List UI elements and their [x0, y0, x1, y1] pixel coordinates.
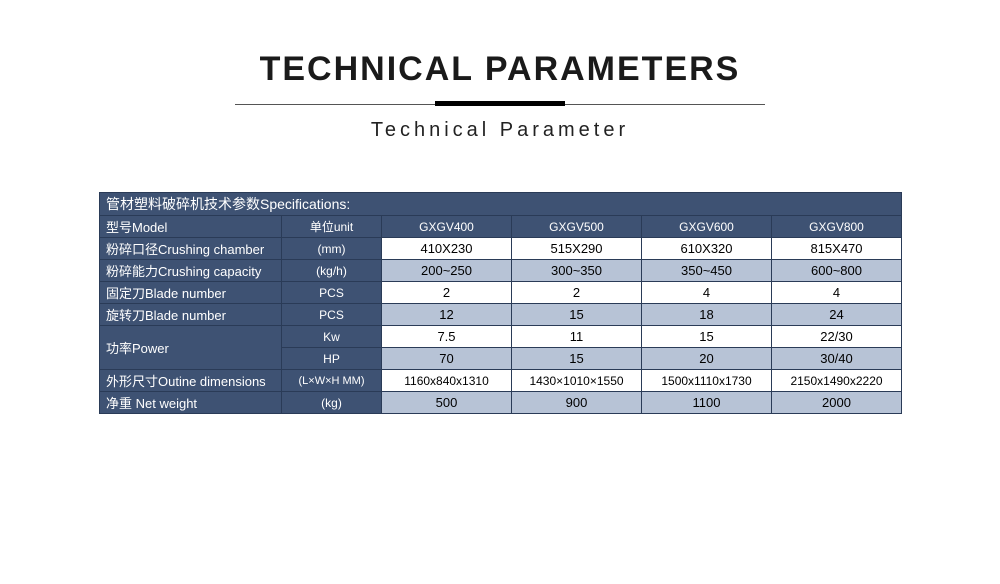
model-1: GXGV500 — [512, 216, 642, 238]
page-title: TECHNICAL PARAMETERS — [0, 50, 1000, 89]
cell: 350~450 — [642, 260, 772, 282]
cell: 2150x1490x2220 — [772, 370, 902, 392]
table-row: 旋转刀Blade number PCS 12 15 18 24 — [100, 304, 902, 326]
row-label: 固定刀Blade number — [100, 282, 282, 304]
model-0: GXGV400 — [382, 216, 512, 238]
cell: 15 — [512, 348, 642, 370]
cell: 11 — [512, 326, 642, 348]
cell: 600~800 — [772, 260, 902, 282]
cell: 200~250 — [382, 260, 512, 282]
cell: 1430×1010×1550 — [512, 370, 642, 392]
cell: 900 — [512, 392, 642, 414]
model-row: 型号Model 单位unit GXGV400 GXGV500 GXGV600 G… — [100, 216, 902, 238]
spec-header-row: 管材塑料破碎机技术参数Specifications: — [100, 193, 902, 216]
page-subtitle: Technical Parameter — [0, 119, 1000, 142]
power-unit-1: Kw — [282, 326, 382, 348]
weight-unit: (kg) — [282, 392, 382, 414]
model-2: GXGV600 — [642, 216, 772, 238]
cell: 24 — [772, 304, 902, 326]
spec-header: 管材塑料破碎机技术参数Specifications: — [100, 193, 902, 216]
cell: 20 — [642, 348, 772, 370]
dims-row: 外形尺寸Outine dimensions (L×W×H MM) 1160x84… — [100, 370, 902, 392]
title-block: TECHNICAL PARAMETERS Technical Parameter — [0, 50, 1000, 142]
cell: 410X230 — [382, 238, 512, 260]
cell: 2 — [512, 282, 642, 304]
cell: 4 — [772, 282, 902, 304]
row-unit: PCS — [282, 304, 382, 326]
cell: 2000 — [772, 392, 902, 414]
table-row: 粉碎口径Crushing chamber (mm) 410X230 515X29… — [100, 238, 902, 260]
dims-unit: (L×W×H MM) — [282, 370, 382, 392]
cell: 18 — [642, 304, 772, 326]
dims-label: 外形尺寸Outine dimensions — [100, 370, 282, 392]
cell: 12 — [382, 304, 512, 326]
cell: 22/30 — [772, 326, 902, 348]
power-label: 功率Power — [100, 326, 282, 370]
row-label: 粉碎口径Crushing chamber — [100, 238, 282, 260]
unit-header: 单位unit — [282, 216, 382, 238]
cell: 815X470 — [772, 238, 902, 260]
row-label: 旋转刀Blade number — [100, 304, 282, 326]
power-row-1: 功率Power Kw 7.5 11 15 22/30 — [100, 326, 902, 348]
model-3: GXGV800 — [772, 216, 902, 238]
cell: 15 — [512, 304, 642, 326]
table-row: 粉碎能力Crushing capacity (kg/h) 200~250 300… — [100, 260, 902, 282]
weight-row: 净重 Net weight (kg) 500 900 1100 2000 — [100, 392, 902, 414]
cell: 7.5 — [382, 326, 512, 348]
cell: 30/40 — [772, 348, 902, 370]
spec-table-wrap: 管材塑料破碎机技术参数Specifications: 型号Model 单位uni… — [99, 192, 901, 414]
row-label: 粉碎能力Crushing capacity — [100, 260, 282, 282]
row-unit: PCS — [282, 282, 382, 304]
spec-table: 管材塑料破碎机技术参数Specifications: 型号Model 单位uni… — [99, 192, 902, 414]
cell: 515X290 — [512, 238, 642, 260]
table-row: 固定刀Blade number PCS 2 2 4 4 — [100, 282, 902, 304]
cell: 15 — [642, 326, 772, 348]
title-underline — [235, 99, 765, 105]
cell: 500 — [382, 392, 512, 414]
label-model: 型号Model — [100, 216, 282, 238]
cell: 610X320 — [642, 238, 772, 260]
cell: 1500x1110x1730 — [642, 370, 772, 392]
cell: 300~350 — [512, 260, 642, 282]
power-unit-2: HP — [282, 348, 382, 370]
cell: 1100 — [642, 392, 772, 414]
cell: 70 — [382, 348, 512, 370]
row-unit: (mm) — [282, 238, 382, 260]
cell: 4 — [642, 282, 772, 304]
weight-label: 净重 Net weight — [100, 392, 282, 414]
cell: 2 — [382, 282, 512, 304]
row-unit: (kg/h) — [282, 260, 382, 282]
cell: 1160x840x1310 — [382, 370, 512, 392]
